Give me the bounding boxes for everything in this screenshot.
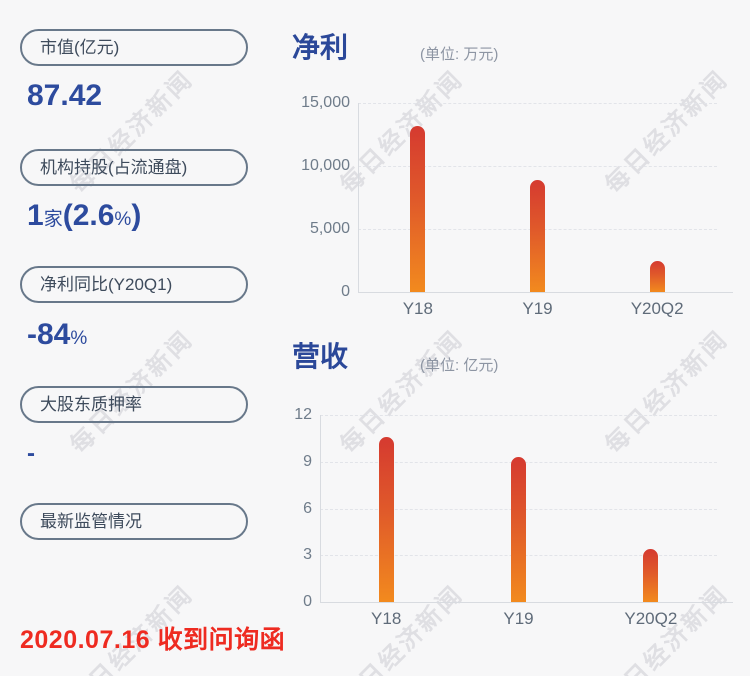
stat-label: 机构持股(占流通盘) [40,158,188,177]
y-tick-label: 5,000 [309,220,350,237]
watermark-text: 每日经济新闻 [600,325,734,459]
x-category-label: Y18 [402,299,433,318]
bar-Y20Q2 [643,549,659,602]
stat-pill-market-cap: 市值(亿元) [20,29,248,66]
x-axis-line [358,292,733,293]
y-tick-label: 15,000 [301,94,350,111]
gridline [320,415,717,416]
x-category-label: Y18 [371,609,402,628]
bar-Y18 [378,436,394,602]
stat-pill-regulatory-status: 最新监管情况 [20,503,248,540]
x-category-label: Y19 [503,609,534,628]
pledge-ratio-value: - [27,440,35,467]
x-axis-line [320,602,733,603]
x-category-label: Y20Q2 [624,609,678,628]
bar-Y18 [410,125,426,292]
y-tick-label: 10,000 [301,157,350,174]
y-tick-label: 3 [303,546,312,564]
gridline [358,166,717,167]
bar-Y20Q2 [649,260,665,292]
revenue-chart-title: 营收 [292,341,349,372]
net-profit-yoy-value: -84% [27,318,88,351]
stat-label: 市值(亿元) [40,38,120,57]
watermark-text: 每日经济新闻 [335,325,469,459]
bar-Y19 [530,179,545,292]
stat-label: 最新监管情况 [40,512,142,531]
stat-pill-institutional-holding: 机构持股(占流通盘) [20,149,248,186]
y-tick-label: 12 [294,406,312,423]
x-category-label: Y19 [522,299,553,318]
stat-label: 大股东质押率 [40,395,142,414]
y-tick-label: 0 [303,593,312,610]
stat-label: 净利同比(Y20Q1) [40,275,173,294]
y-tick-label: 0 [341,283,350,300]
revenue-chart-unit: (单位: 亿元) [420,357,499,374]
y-tick-label: 9 [303,452,312,470]
market-cap-value: 87.42 [27,79,103,112]
watermark-text: 每日经济新闻 [335,65,469,199]
y-tick-label: 6 [303,499,312,517]
watermark-text: 每日经济新闻 [600,65,734,199]
net-profit-chart-title: 净利 [292,32,349,63]
gridline [358,103,717,104]
stat-pill-net-profit-yoy: 净利同比(Y20Q1) [20,266,248,303]
bar-Y19 [511,457,526,602]
y-axis-line [320,415,321,602]
stat-pill-pledge-ratio: 大股东质押率 [20,386,248,423]
y-axis-line [358,103,359,292]
x-category-label: Y20Q2 [630,299,684,318]
regulatory-event-note: 2020.07.16 收到问询函 [20,626,286,654]
net-profit-chart-unit: (单位: 万元) [420,46,499,63]
institutional-holding-value: 1家(2.6%) [27,199,142,232]
